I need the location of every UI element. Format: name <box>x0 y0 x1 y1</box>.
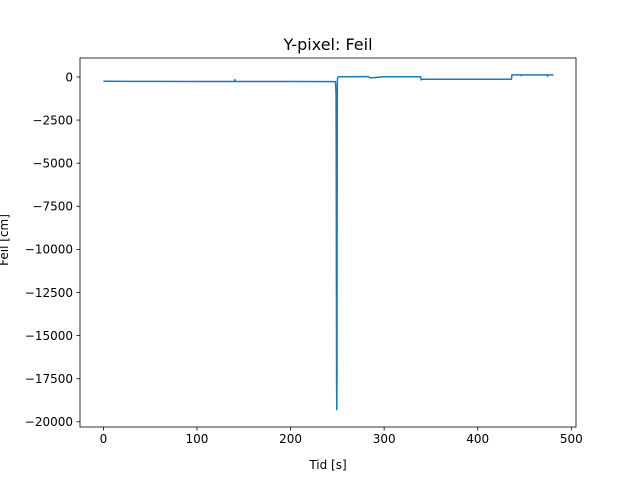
x-tick-label: 500 <box>560 432 583 446</box>
x-tick-label: 300 <box>373 432 396 446</box>
plot-area: 0 100 200 300 400 500 0 −2500 −5000 −7500 −10000 −1… <box>25 57 583 446</box>
x-tick-label: 0 <box>100 432 108 446</box>
chart-title: Y-pixel: Feil <box>282 35 372 54</box>
x-tick-label: 200 <box>279 432 302 446</box>
y-tick-label: −2500 <box>32 113 73 127</box>
x-axis-label: Tid [s] <box>308 458 346 472</box>
series-line-1 <box>103 74 554 411</box>
y-tick-label: −5000 <box>32 156 73 170</box>
y-tick-label: −20000 <box>25 415 73 429</box>
y-tick-label: −12500 <box>25 286 73 300</box>
y-tick-label: −17500 <box>25 372 73 386</box>
x-tick-label: 100 <box>186 432 209 446</box>
y-tick-label: 0 <box>65 70 73 84</box>
y-tick-label: −10000 <box>25 243 73 257</box>
y-tick-label: −7500 <box>32 200 73 214</box>
y-axis-label: Feil [cm] <box>0 214 11 266</box>
plot-frame <box>79 57 577 428</box>
x-tick-label: 400 <box>466 432 489 446</box>
y-tick-label: −15000 <box>25 329 73 343</box>
